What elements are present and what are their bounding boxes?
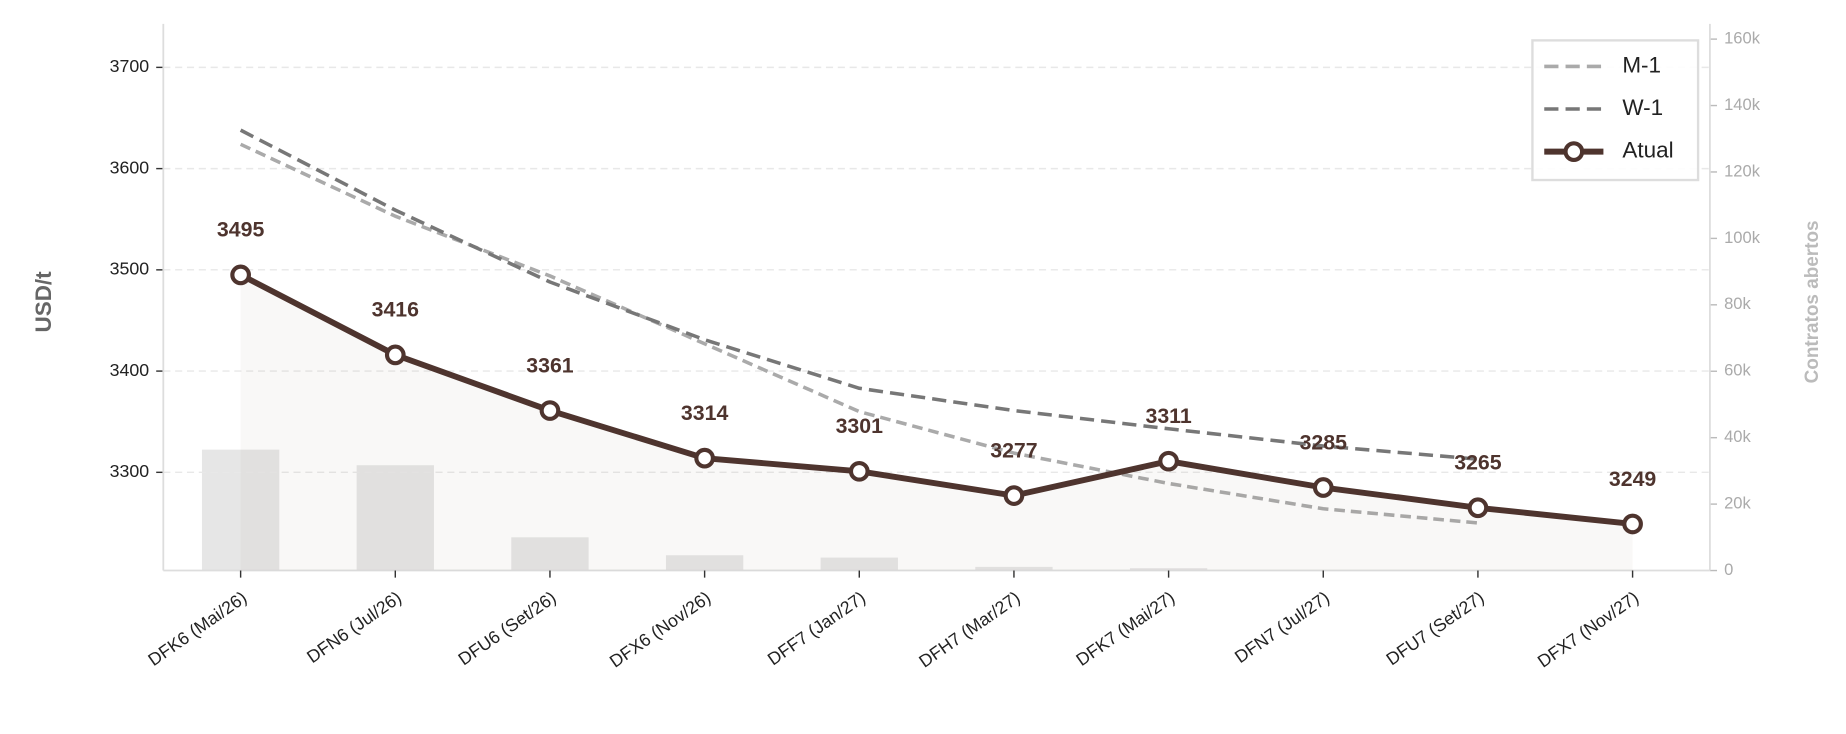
point — [1158, 450, 1179, 472]
bar — [975, 566, 1053, 571]
y2-tick-label: 100k — [1724, 228, 1761, 247]
y-tick-label: 3500 — [110, 259, 150, 279]
data-label: 3361 — [526, 353, 574, 377]
area-fill — [240, 274, 1633, 571]
x-tick-label: DFF7 (Jan/27) — [764, 587, 869, 669]
data-label: 3311 — [1145, 404, 1191, 428]
x-tick-label: DFH7 (Mar/27) — [915, 587, 1023, 671]
line — [239, 142, 1479, 525]
y-tick-label: 3400 — [110, 360, 150, 380]
y2-tick-label: 80k — [1724, 294, 1751, 313]
y2-tick-label: 160k — [1724, 28, 1761, 47]
bar — [511, 537, 589, 571]
data-label: 3277 — [990, 438, 1037, 462]
point — [1312, 477, 1334, 498]
x-tick-label: DFK7 (Mai/27) — [1072, 587, 1178, 670]
y2-tick-label: 140k — [1724, 95, 1761, 114]
y2-tick-label: 40k — [1724, 427, 1751, 446]
y-tick-label: 3300 — [110, 461, 150, 481]
legend-label: W-1 — [1622, 95, 1663, 120]
legend-box — [1531, 39, 1700, 182]
point — [694, 447, 715, 469]
y-tick-label: 3700 — [110, 56, 150, 76]
y-axis-label: USD/t — [31, 271, 56, 333]
bar — [665, 555, 744, 571]
line — [239, 272, 1633, 527]
x-tick-label: DFX6 (Nov/26) — [606, 587, 714, 671]
data-label: 3285 — [1300, 430, 1348, 454]
data-label: 3314 — [681, 401, 729, 425]
data-label: 3265 — [1454, 451, 1502, 475]
legend-marker — [1563, 141, 1585, 162]
legend-label: Atual — [1622, 138, 1673, 163]
y2-tick-label: 0 — [1724, 560, 1733, 579]
bar — [1129, 568, 1208, 571]
data-label: 3416 — [372, 298, 420, 322]
line — [239, 128, 1479, 461]
y2-tick-label: 60k — [1724, 361, 1751, 380]
data-label: 3249 — [1609, 467, 1657, 491]
point — [539, 400, 561, 421]
x-tick-label: DFN7 (Jul/27) — [1231, 587, 1333, 667]
legend-label: M-1 — [1622, 52, 1661, 77]
x-tick-label: DFU6 (Set/26) — [454, 587, 559, 669]
point — [1003, 485, 1025, 506]
x-tick-label: DFU7 (Set/27) — [1382, 587, 1487, 669]
bar — [820, 557, 898, 571]
bar — [356, 465, 434, 571]
point — [1467, 497, 1489, 519]
x-tick-label: DFN6 (Jul/26) — [303, 587, 405, 667]
point — [230, 264, 251, 286]
point — [384, 344, 406, 366]
y2-axis-label: Contratos abertos — [1802, 220, 1823, 383]
data-label: 3301 — [836, 414, 884, 438]
data-label: 3495 — [217, 218, 265, 242]
y2-tick-label: 120k — [1724, 161, 1761, 180]
point — [848, 460, 870, 482]
x-tick-label: DFK6 (Mai/26) — [144, 587, 250, 670]
y-tick-label: 3600 — [110, 157, 150, 177]
y2-tick-label: 20k — [1724, 493, 1751, 512]
bar — [201, 449, 280, 571]
point — [1622, 513, 1643, 535]
x-tick-label: DFX7 (Nov/27) — [1534, 587, 1642, 671]
